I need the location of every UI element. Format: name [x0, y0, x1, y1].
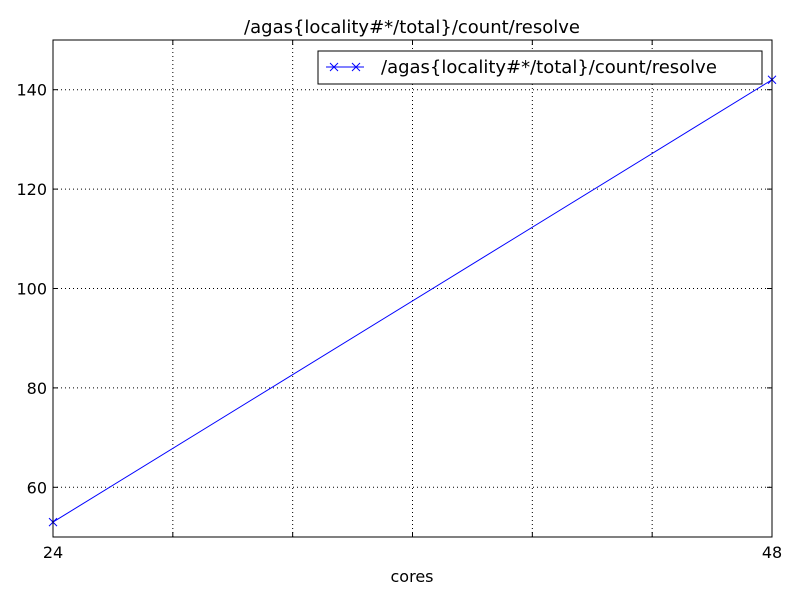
x-tick-label: 48: [762, 543, 782, 562]
y-tick-label: 60: [27, 478, 47, 497]
y-tick-label: 140: [16, 81, 47, 100]
grid-lines: [53, 40, 772, 537]
y-tick-label: 100: [16, 280, 47, 299]
legend: /agas{locality#*/total}/count/resolve: [317, 50, 763, 85]
legend-box: [317, 50, 763, 85]
legend-label: /agas{locality#*/total}/count/resolve: [381, 57, 717, 78]
y-tick-label: 120: [16, 180, 47, 199]
plot-frame: [52, 39, 773, 538]
y-tick-label: 80: [27, 379, 47, 398]
series-line: [52, 79, 773, 523]
x-tick-label: 24: [43, 543, 63, 562]
x-axis-label: cores: [391, 567, 434, 586]
axis-ticks: 60 80 100 120 140 24 48: [16, 40, 782, 562]
chart-title: /agas{locality#*/total}/count/resolve: [244, 17, 580, 38]
legend-marker-x: [329, 62, 361, 72]
